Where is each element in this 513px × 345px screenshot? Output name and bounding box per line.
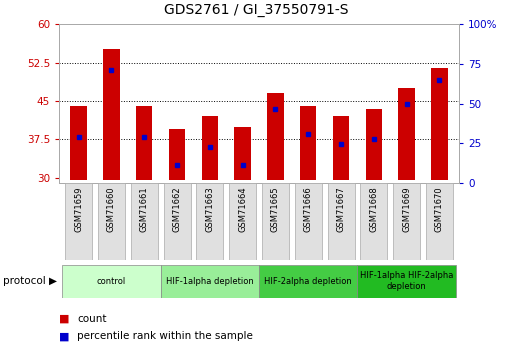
- FancyBboxPatch shape: [131, 183, 157, 260]
- Text: GSM71669: GSM71669: [402, 187, 411, 232]
- FancyBboxPatch shape: [328, 183, 354, 260]
- Text: protocol ▶: protocol ▶: [3, 276, 56, 286]
- Text: HIF-2alpha depletion: HIF-2alpha depletion: [264, 277, 352, 286]
- FancyBboxPatch shape: [98, 183, 125, 260]
- Bar: [103, 49, 120, 180]
- Text: GSM71664: GSM71664: [238, 187, 247, 232]
- Text: GSM71661: GSM71661: [140, 187, 149, 232]
- Text: GSM71660: GSM71660: [107, 187, 116, 232]
- FancyBboxPatch shape: [259, 265, 358, 298]
- Text: GSM71665: GSM71665: [271, 187, 280, 232]
- Bar: [431, 68, 448, 180]
- Bar: [300, 106, 317, 180]
- FancyBboxPatch shape: [358, 265, 456, 298]
- FancyBboxPatch shape: [262, 183, 289, 260]
- Text: control: control: [97, 277, 126, 286]
- Bar: [399, 88, 415, 180]
- Text: percentile rank within the sample: percentile rank within the sample: [77, 332, 253, 341]
- Text: GSM71667: GSM71667: [337, 187, 346, 233]
- Bar: [169, 129, 185, 180]
- Bar: [333, 116, 349, 180]
- Text: ■: ■: [59, 314, 69, 324]
- Text: GSM71663: GSM71663: [205, 187, 214, 233]
- FancyBboxPatch shape: [295, 183, 322, 260]
- Text: GSM71662: GSM71662: [172, 187, 182, 232]
- FancyBboxPatch shape: [161, 265, 259, 298]
- FancyBboxPatch shape: [164, 183, 190, 260]
- Text: GSM71668: GSM71668: [369, 187, 379, 233]
- Text: GSM71670: GSM71670: [435, 187, 444, 232]
- Text: HIF-1alpha HIF-2alpha
depletion: HIF-1alpha HIF-2alpha depletion: [360, 272, 453, 291]
- Bar: [366, 109, 382, 180]
- FancyBboxPatch shape: [196, 183, 223, 260]
- Text: HIF-1alpha depletion: HIF-1alpha depletion: [166, 277, 254, 286]
- Bar: [267, 93, 284, 180]
- Bar: [70, 106, 87, 180]
- FancyBboxPatch shape: [229, 183, 256, 260]
- Text: GDS2761 / GI_37550791-S: GDS2761 / GI_37550791-S: [164, 3, 349, 18]
- Text: count: count: [77, 314, 107, 324]
- FancyBboxPatch shape: [62, 265, 161, 298]
- FancyBboxPatch shape: [361, 183, 387, 260]
- FancyBboxPatch shape: [426, 183, 453, 260]
- Text: GSM71666: GSM71666: [304, 187, 313, 233]
- Text: ■: ■: [59, 332, 69, 341]
- Bar: [234, 127, 251, 180]
- FancyBboxPatch shape: [393, 183, 420, 260]
- Bar: [136, 106, 152, 180]
- Text: GSM71659: GSM71659: [74, 187, 83, 232]
- FancyBboxPatch shape: [65, 183, 92, 260]
- Bar: [202, 116, 218, 180]
